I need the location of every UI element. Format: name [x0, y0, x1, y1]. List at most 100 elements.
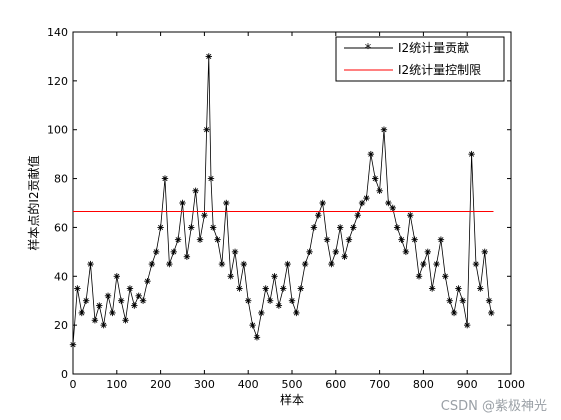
data-point-marker [288, 297, 296, 304]
data-point-marker [398, 236, 405, 243]
data-point-marker [100, 321, 107, 329]
data-point-marker [227, 273, 234, 280]
data-point-marker [315, 212, 322, 219]
axis-ticks [72, 31, 512, 375]
data-point-marker [271, 273, 278, 280]
data-point-marker [415, 273, 423, 280]
data-point-marker [135, 292, 142, 300]
x-tick-label: 0 [70, 378, 77, 391]
data-point-marker [319, 199, 326, 207]
x-tick-label: 900 [457, 378, 478, 391]
data-point-marker [96, 302, 103, 309]
data-point-marker [209, 224, 217, 231]
data-point-marker [74, 285, 81, 292]
data-point-marker [218, 260, 226, 268]
data-point-marker [284, 260, 291, 268]
data-point-marker [203, 126, 210, 133]
legend: * I2统计量贡献 I2统计量控制限 [335, 36, 505, 82]
data-point-marker [468, 150, 475, 158]
data-point-marker [354, 212, 361, 219]
data-point-marker [323, 236, 331, 243]
x-tick-label: 800 [413, 378, 434, 391]
data-point-marker [459, 297, 467, 304]
plot-area [72, 31, 512, 375]
data-point-marker [253, 334, 261, 341]
x-tick-label: 700 [369, 378, 390, 391]
x-tick-label: 600 [325, 378, 346, 391]
data-point-marker [91, 317, 99, 324]
data-point-marker [153, 248, 160, 256]
data-point-marker [179, 199, 186, 207]
data-point-marker [332, 248, 339, 256]
data-point-marker [192, 187, 199, 194]
y-tick-label: 80 [54, 173, 68, 186]
y-tick-label: 20 [54, 319, 68, 332]
data-point-marker [258, 309, 265, 317]
data-point-marker [393, 224, 401, 231]
data-point-marker [183, 253, 191, 260]
x-tick-label: 500 [282, 378, 303, 391]
data-point-marker [389, 204, 396, 212]
data-point-marker [170, 248, 177, 256]
data-point-marker [442, 273, 449, 280]
data-point-marker [214, 236, 221, 243]
data-point-marker [87, 260, 94, 268]
y-axis-label: 样本点的I2贡献值 [26, 155, 41, 250]
data-point-marker [328, 260, 335, 268]
data-point-marker [266, 297, 274, 304]
data-point-marker [481, 248, 488, 256]
data-point-marker [78, 309, 85, 317]
data-point-marker [428, 285, 436, 292]
data-point-marker [464, 321, 471, 329]
data-point-marker [367, 150, 375, 158]
data-point-marker [407, 212, 414, 219]
data-point-marker [275, 302, 283, 309]
data-point-marker [402, 248, 410, 256]
data-point-marker [450, 309, 458, 317]
data-point-marker [240, 260, 248, 268]
legend-box [335, 36, 505, 82]
data-point-marker [446, 297, 453, 304]
data-point-marker [161, 175, 169, 182]
data-point-marker [306, 248, 313, 256]
data-point-marker [455, 285, 462, 292]
y-tick-label: 100 [47, 124, 68, 137]
y-tick-label: 120 [47, 75, 68, 88]
x-tick-label: 1000 [497, 378, 525, 391]
y-tick-label: 140 [47, 26, 68, 39]
data-point-marker [113, 273, 120, 280]
legend-marker-contribution: * [365, 42, 372, 57]
data-point-marker [139, 297, 147, 304]
data-point-marker [174, 236, 182, 243]
data-point-marker [477, 285, 484, 292]
data-point-marker [341, 253, 348, 260]
data-point-marker [245, 297, 252, 304]
data-point-marker [485, 297, 493, 304]
data-point-marker [372, 175, 379, 182]
x-tick-label: 400 [238, 378, 259, 391]
data-point-marker [201, 212, 208, 219]
data-point-marker [205, 53, 212, 60]
data-point-marker [472, 260, 480, 268]
data-point-marker [207, 175, 215, 182]
data-point-marker [104, 292, 112, 300]
data-point-marker [488, 309, 495, 317]
data-point-marker [117, 297, 125, 304]
data-point-marker [358, 199, 366, 207]
x-tick-label: 200 [150, 378, 171, 391]
data-point-marker [411, 236, 418, 243]
data-point-marker [166, 260, 173, 268]
data-point-marker [109, 309, 116, 317]
data-point-marker [262, 285, 269, 292]
legend-text-limit: I2统计量控制限 [398, 63, 481, 77]
data-point-marker [336, 224, 344, 231]
data-point-marker [126, 285, 134, 292]
y-tick-label: 40 [54, 270, 68, 283]
y-tick-labels: 0 20 40 60 80 100 120 140 [47, 26, 68, 381]
data-point-marker [280, 285, 287, 292]
data-point-marker [249, 321, 256, 329]
data-point-marker [236, 285, 243, 292]
legend-text-contribution: I2统计量贡献 [398, 40, 469, 55]
x-tick-label: 300 [194, 378, 215, 391]
